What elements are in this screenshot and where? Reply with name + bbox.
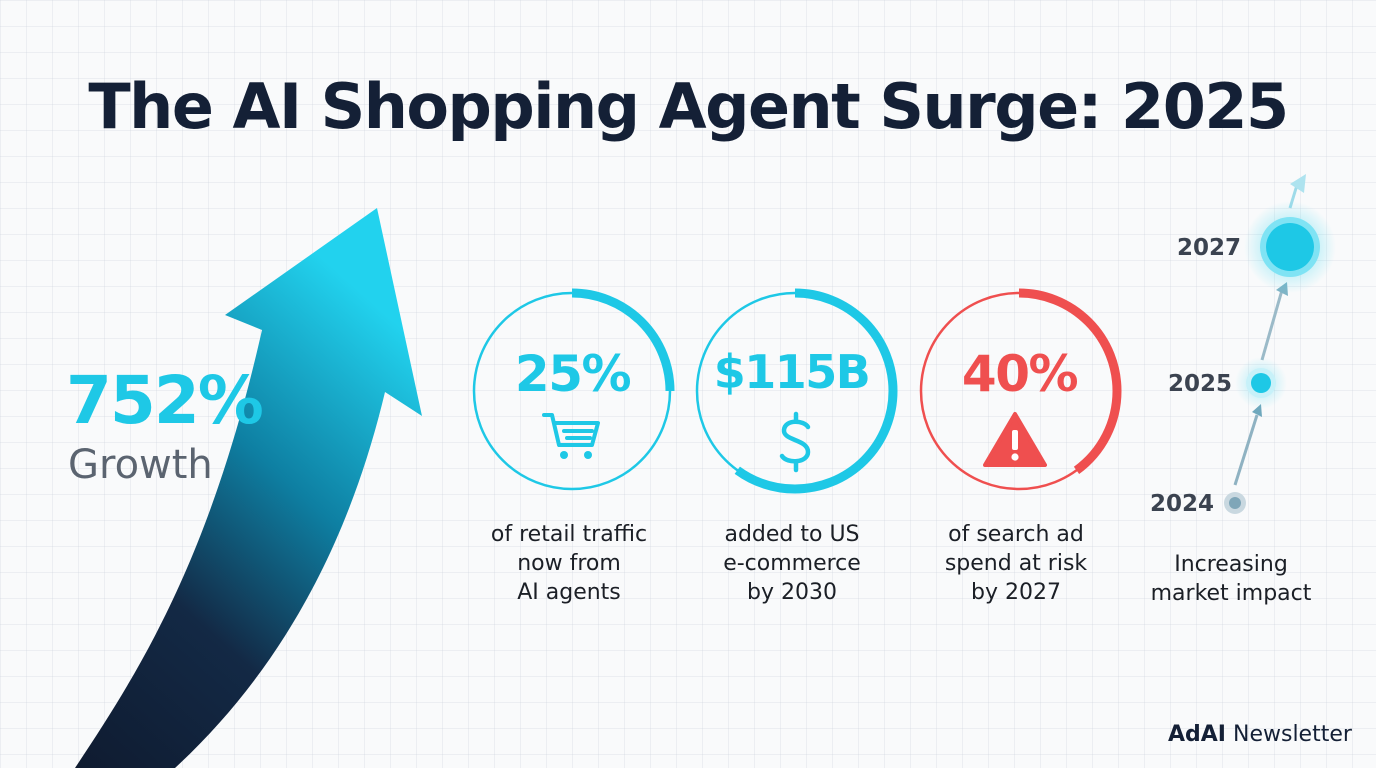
timeline-caption: Increasing market impact: [1150, 552, 1312, 606]
timeline-year-2027: 2027: [1177, 235, 1242, 261]
stat-ecommerce-added: $115B: [693, 283, 898, 498]
stat-value: 40%: [961, 345, 1079, 403]
footer-brand-label: Newsletter: [1233, 722, 1352, 747]
timeline-year-2025: 2025: [1168, 371, 1233, 397]
stat-retail-traffic: 25%: [470, 283, 675, 498]
dollar-sign-icon: [779, 411, 811, 473]
stat-description: of search ad spend at risk by 2027: [944, 522, 1088, 605]
shopping-cart-icon: [542, 413, 600, 459]
growth-label: Growth: [68, 442, 213, 488]
stat-value: 25%: [514, 345, 632, 403]
stat-ring-progress: [470, 288, 675, 494]
stat-ring-progress: [693, 288, 898, 494]
page-title: The AI Shopping Agent Surge: 2025: [88, 70, 1289, 143]
stat-ring-progress: [917, 288, 1122, 494]
timeline-dot-2024: [1229, 497, 1241, 509]
stat-description: added to US e-commerce by 2030: [723, 522, 861, 605]
footer-brand: AdAI Newsletter: [1168, 722, 1352, 747]
footer-brand-name: AdAI: [1168, 722, 1226, 747]
growth-value: 752%: [66, 362, 264, 439]
stat-search-ad-risk: 40%: [917, 283, 1122, 498]
stat-description: of retail traffic now from AI agents: [490, 522, 648, 605]
growth-arrow-icon: [75, 208, 422, 768]
timeline-graphic: [1224, 174, 1336, 514]
stat-value: $115B: [713, 345, 871, 399]
warning-icon: [983, 412, 1047, 467]
timeline-year-2024: 2024: [1150, 491, 1215, 517]
